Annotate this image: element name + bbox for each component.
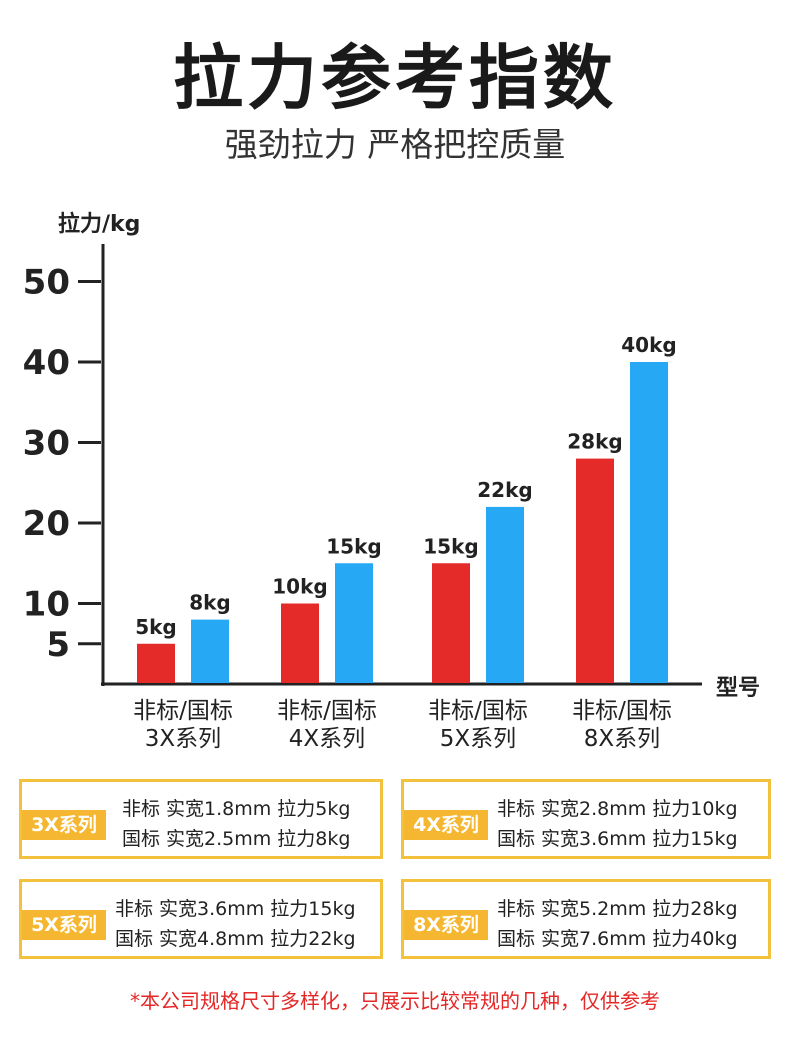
- spec-box-5x: 5X系列 非标 实宽3.6mm 拉力15kg 国标 实宽4.8mm 拉力22kg: [19, 879, 383, 959]
- x-axis-label: 型号: [716, 676, 761, 701]
- spec-line: 国标 实宽7.6mm 拉力40kg: [497, 928, 738, 950]
- bar-feibiao: [576, 458, 614, 683]
- bar-value-label: 15kg: [326, 534, 381, 558]
- category-label-line: 5X系列: [439, 726, 517, 752]
- y-tick-label: 50: [23, 263, 70, 303]
- spec-line: 国标 实宽3.6mm 拉力15kg: [497, 828, 738, 850]
- category-label-line: 非标/国标: [572, 698, 672, 724]
- bar-guobiao: [630, 362, 668, 683]
- category-label-line: 非标/国标: [277, 698, 377, 724]
- category-label-line: 8X系列: [583, 726, 661, 752]
- bar-guobiao: [335, 563, 373, 683]
- bar-guobiao: [191, 619, 229, 683]
- spec-box-8x: 8X系列 非标 实宽5.2mm 拉力28kg 国标 实宽7.6mm 拉力40kg: [401, 879, 771, 959]
- series-badge: 5X系列: [22, 910, 106, 940]
- category-label: 非标/国标 8X系列: [552, 697, 692, 753]
- y-tick-label: 5: [46, 625, 70, 665]
- y-tick-label: 40: [23, 343, 70, 383]
- spec-line: 非标 实宽5.2mm 拉力28kg: [497, 898, 738, 920]
- bar-chart: 510 20 30 40 50 5kg 10kg 15kg 28kg 8kg 15kg 22kg 40k…: [23, 244, 702, 686]
- disclaimer-note: *本公司规格尺寸多样化，只展示比较常规的几种，仅供参考: [130, 989, 660, 1013]
- page-subtitle: 强劲拉力 严格把控质量: [224, 125, 566, 164]
- category-label-line: 3X系列: [144, 726, 222, 752]
- bar-feibiao: [137, 643, 175, 683]
- y-axis-label: 拉力/kg: [58, 212, 141, 237]
- bar-value-label: 8kg: [189, 591, 231, 615]
- spec-line: 非标 实宽2.8mm 拉力10kg: [497, 798, 738, 820]
- y-tick-label: 10: [23, 585, 70, 625]
- series-badge: 4X系列: [404, 810, 488, 840]
- bar-value-label: 22kg: [477, 478, 532, 502]
- bar-value-label: 10kg: [272, 575, 327, 599]
- category-label-line: 非标/国标: [133, 698, 233, 724]
- spec-line: 非标 实宽3.6mm 拉力15kg: [115, 898, 356, 920]
- spec-box-4x: 4X系列 非标 实宽2.8mm 拉力10kg 国标 实宽3.6mm 拉力15kg: [401, 779, 771, 859]
- bar-value-label: 40kg: [621, 333, 676, 357]
- y-tick-label: 30: [23, 424, 70, 464]
- category-label-line: 4X系列: [288, 726, 366, 752]
- bar-guobiao: [486, 506, 524, 683]
- category-label: 非标/国标 4X系列: [257, 697, 397, 753]
- page-title: 拉力参考指数: [173, 37, 617, 119]
- series-badge: 8X系列: [404, 910, 488, 940]
- spec-line: 国标 实宽2.5mm 拉力8kg: [122, 828, 351, 850]
- bar-value-label: 15kg: [423, 534, 478, 558]
- spec-box-3x: 3X系列 非标 实宽1.8mm 拉力5kg 国标 实宽2.5mm 拉力8kg: [19, 779, 383, 859]
- category-label-line: 非标/国标: [428, 698, 528, 724]
- bar-value-label: 28kg: [567, 430, 622, 454]
- spec-line: 非标 实宽1.8mm 拉力5kg: [122, 798, 351, 820]
- bar-feibiao: [281, 603, 319, 683]
- bar-feibiao: [432, 563, 470, 683]
- series-badge: 3X系列: [22, 810, 106, 840]
- spec-line: 国标 实宽4.8mm 拉力22kg: [115, 928, 356, 950]
- category-label: 非标/国标 3X系列: [113, 697, 253, 753]
- y-tick-label: 20: [23, 504, 70, 544]
- bar-value-label: 5kg: [135, 615, 177, 639]
- category-label: 非标/国标 5X系列: [408, 697, 548, 753]
